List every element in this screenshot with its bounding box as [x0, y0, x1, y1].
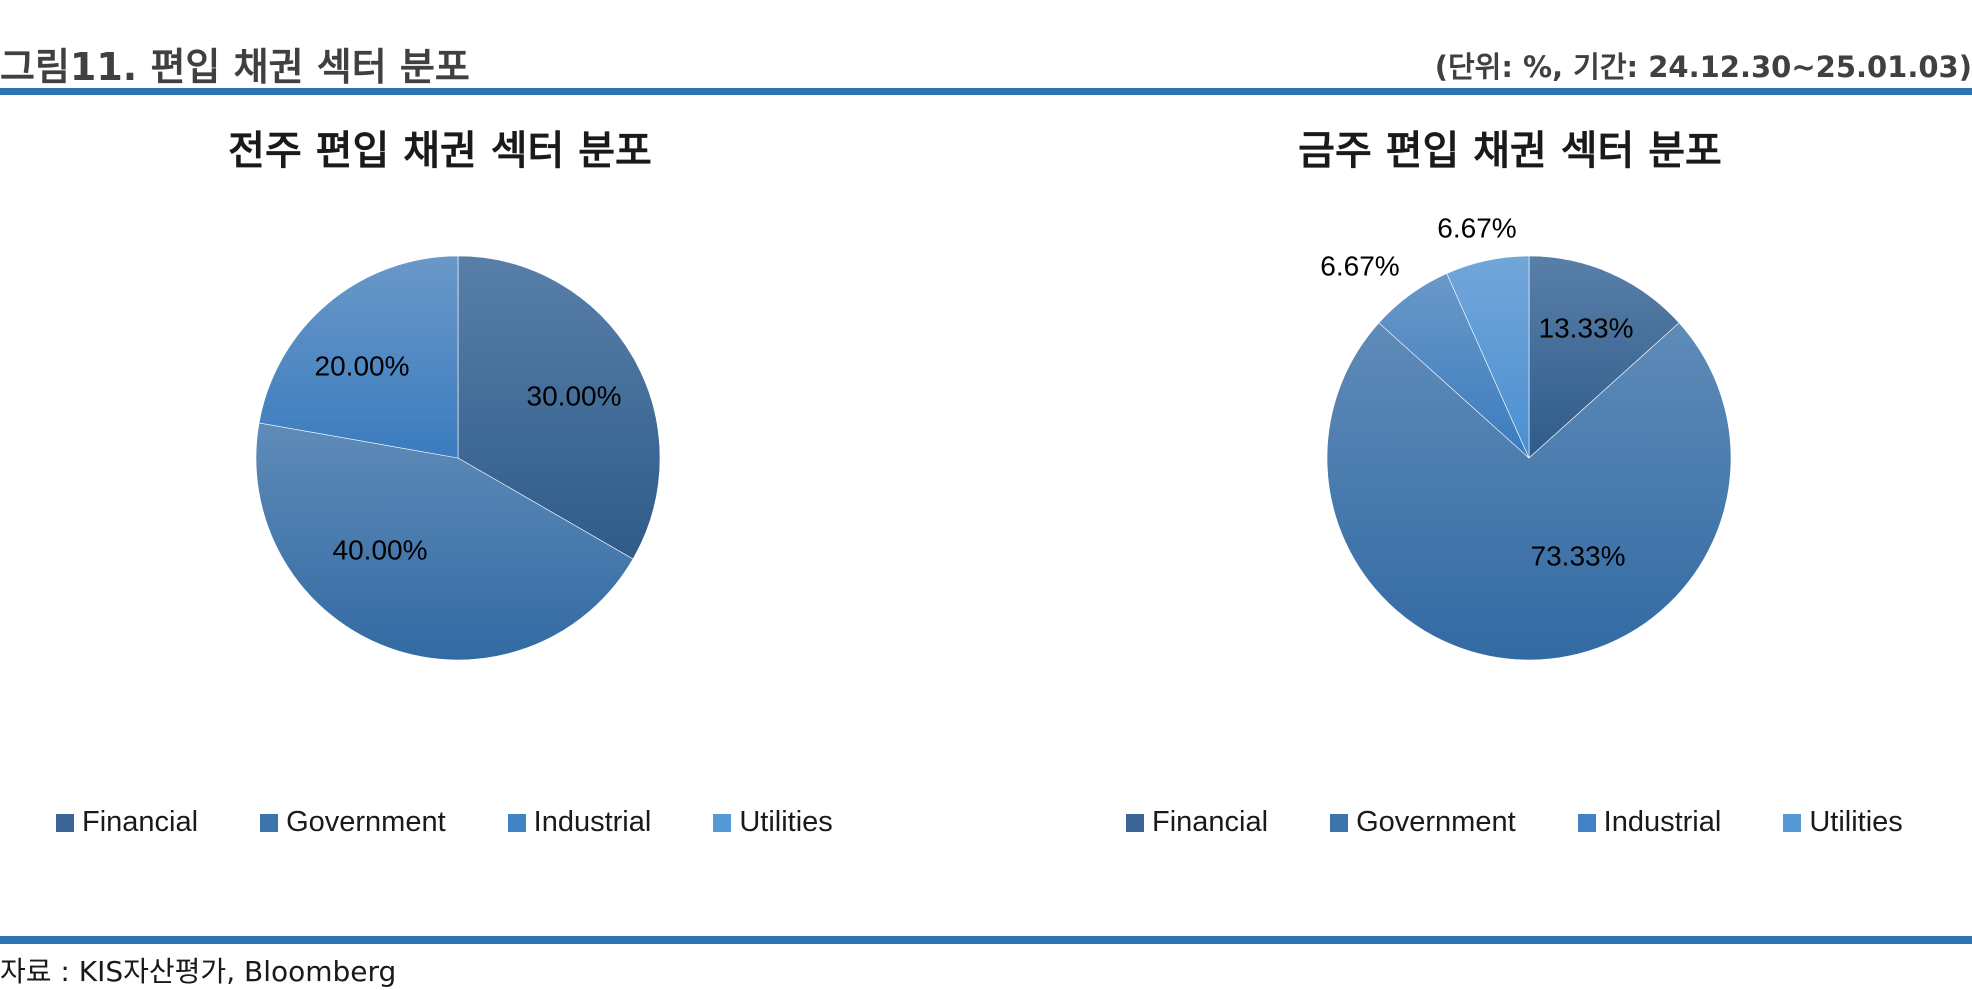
legend-item-utilities: Utilities — [713, 806, 833, 839]
data-label-utilities: 6.67% — [1437, 212, 1516, 243]
legend-item-financial: Financial — [56, 806, 198, 839]
figure-title: 그림11. 편입 채권 섹터 분포 — [0, 45, 470, 89]
legend-swatch-utilities — [1783, 813, 1802, 832]
pie-slice-industrial — [258, 255, 459, 459]
data-label-financial: 13.33% — [1539, 312, 1634, 343]
legend-item-industrial: Industrial — [1577, 806, 1722, 839]
legend-label-financial: Financial — [82, 806, 199, 838]
pie-slice-government — [255, 422, 634, 661]
legend-previous-week: Financial Government Industrial Utilities — [56, 806, 833, 839]
legend-item-industrial: Industrial — [507, 806, 652, 839]
legend-swatch-industrial — [1577, 813, 1596, 832]
data-label-financial: 30.00% — [527, 380, 622, 411]
legend-swatch-government — [1330, 813, 1349, 832]
data-label-industrial: 6.67% — [1320, 250, 1399, 281]
pie-slice-financial — [1528, 255, 1680, 459]
legend-label-financial: Financial — [1152, 806, 1269, 838]
legend-swatch-government — [260, 813, 279, 832]
data-label-industrial: 20.00% — [315, 350, 410, 381]
data-label-government: 40.00% — [333, 534, 428, 565]
legend-label-utilities: Utilities — [739, 806, 833, 838]
legend-label-utilities: Utilities — [1809, 806, 1903, 838]
unit-note: (단위: %, 기간: 24.12.30~25.01.03) — [1434, 50, 1972, 84]
legend-label-government: Government — [1356, 806, 1516, 838]
legend-label-industrial: Industrial — [1603, 806, 1722, 838]
legend-swatch-financial — [56, 813, 74, 832]
legend-item-financial: Financial — [1126, 806, 1268, 839]
legend-label-government: Government — [286, 806, 446, 838]
legend-label-industrial: Industrial — [533, 806, 652, 838]
legend-item-utilities: Utilities — [1783, 806, 1903, 839]
data-label-government: 73.33% — [1531, 540, 1626, 571]
top-rule — [0, 88, 1972, 95]
legend-item-government: Government — [1330, 806, 1516, 839]
legend-swatch-financial — [1126, 813, 1144, 832]
pie-slice-financial — [457, 255, 661, 560]
pie-slice-utilities — [1446, 255, 1530, 459]
legend-this-week: Financial Government Industrial Utilities — [1126, 806, 1903, 839]
legend-swatch-industrial — [507, 813, 526, 832]
legend-item-government: Government — [260, 806, 446, 839]
source-note: 자료 : KIS자산평가, Bloomberg — [0, 955, 397, 988]
pie-slice-government — [1326, 322, 1732, 661]
bottom-rule — [0, 936, 1972, 944]
legend-swatch-utilities — [713, 813, 732, 832]
chart-title-previous-week: 전주 편입 채권 섹터 분포 — [228, 128, 652, 174]
chart-title-this-week: 금주 편입 채권 섹터 분포 — [1298, 128, 1722, 174]
